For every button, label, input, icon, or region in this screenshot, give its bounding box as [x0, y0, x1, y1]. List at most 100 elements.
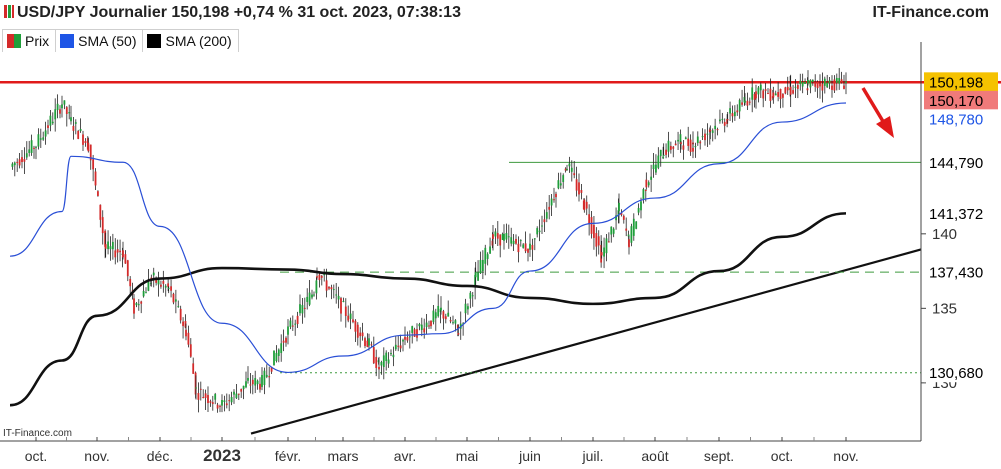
price-tag [924, 203, 998, 223]
price-tag-label: 150,170 [929, 93, 983, 110]
candle-body [672, 146, 675, 149]
candle-body [356, 324, 359, 338]
candle-body [30, 140, 33, 153]
candle-body [481, 259, 484, 272]
candle-body [199, 388, 202, 390]
candles [11, 68, 847, 413]
candle-body [625, 228, 628, 231]
candle-body [116, 249, 119, 253]
price-tag [924, 90, 998, 110]
candle-body [337, 295, 340, 300]
candle-body [303, 307, 306, 309]
x-tick-label: oct. [25, 448, 48, 464]
candle-body [743, 97, 746, 103]
candle-body [235, 393, 238, 399]
price-tag-label: 141,372 [929, 206, 983, 223]
candle-body [275, 352, 278, 362]
x-tick-label: avr. [394, 448, 417, 464]
candle-body [202, 397, 205, 399]
candle-body [372, 347, 375, 364]
candle-body [364, 338, 366, 347]
candle-body [751, 87, 754, 100]
candle-body [392, 354, 395, 358]
candle-body [507, 236, 510, 238]
candle-body [291, 325, 294, 327]
legend-item-sma200[interactable]: SMA (200) [143, 30, 237, 52]
price-tag-label: 150,198 [929, 74, 983, 91]
candle-body [736, 110, 739, 113]
candle-body [578, 182, 580, 195]
legend-item-sma50[interactable]: SMA (50) [56, 30, 144, 52]
candle-body [517, 243, 520, 253]
legend-item-price[interactable]: Prix [3, 30, 57, 52]
price-tag-label: 137,430 [929, 265, 983, 282]
candle-body [35, 146, 37, 148]
candle-body [82, 134, 84, 145]
candle-body [344, 306, 347, 316]
candle-body [42, 137, 45, 140]
candle-body [562, 175, 565, 182]
candle-body [150, 277, 153, 279]
candle-body [349, 313, 352, 319]
candle-body [494, 231, 497, 237]
candle-body [160, 284, 162, 287]
candle-body [617, 210, 620, 217]
candle-body [662, 156, 665, 159]
candle-body [249, 384, 252, 386]
trendline [250, 248, 922, 435]
candle-body [510, 237, 513, 244]
candle-body [652, 164, 655, 169]
x-tick-label: mars [327, 448, 358, 464]
candle-body [469, 292, 472, 299]
candle-body [94, 171, 97, 186]
candle-body [704, 133, 706, 141]
candle-body [318, 274, 321, 281]
candle-body [694, 146, 697, 148]
candle-body [87, 142, 90, 152]
candle-body [757, 87, 760, 95]
candle-body [799, 80, 802, 85]
candle-body [216, 404, 219, 409]
candle-body [603, 247, 605, 257]
candle-body [580, 189, 583, 193]
candle-body [18, 159, 21, 166]
candle-body [228, 400, 231, 402]
candle-body [806, 88, 809, 91]
candle-body [786, 86, 789, 91]
candle-body [187, 332, 190, 345]
candle-body [54, 109, 57, 120]
candle-body [630, 226, 633, 243]
candle-body [155, 277, 158, 283]
candle-body [575, 179, 578, 191]
candle-body [701, 136, 704, 138]
candle-body [545, 212, 548, 219]
candle-body [557, 180, 560, 189]
candle-body [637, 207, 640, 213]
candle-body [447, 312, 450, 317]
candle-body [769, 88, 772, 101]
candle-body [182, 321, 184, 327]
candle-body [316, 276, 318, 278]
candle-body [564, 168, 567, 171]
candle-body [536, 228, 539, 235]
candle-body [657, 155, 660, 168]
candle-body [61, 104, 63, 109]
candle-body [413, 329, 416, 337]
candle-body [189, 344, 192, 357]
x-tick-label: nov. [833, 448, 858, 464]
candle-body [25, 153, 28, 158]
candle-body [335, 294, 338, 296]
candle-body [807, 80, 809, 84]
candle-body [315, 280, 318, 294]
candle-body [270, 367, 273, 372]
candle-body [263, 370, 266, 385]
candle-body [816, 81, 819, 89]
x-tick-label: 2023 [203, 446, 241, 465]
candle-body [442, 311, 445, 319]
candle-body [425, 322, 428, 328]
candle-body [68, 112, 71, 114]
candle-body [533, 238, 536, 240]
sma50-line [9, 102, 847, 374]
candle-body [733, 111, 736, 117]
